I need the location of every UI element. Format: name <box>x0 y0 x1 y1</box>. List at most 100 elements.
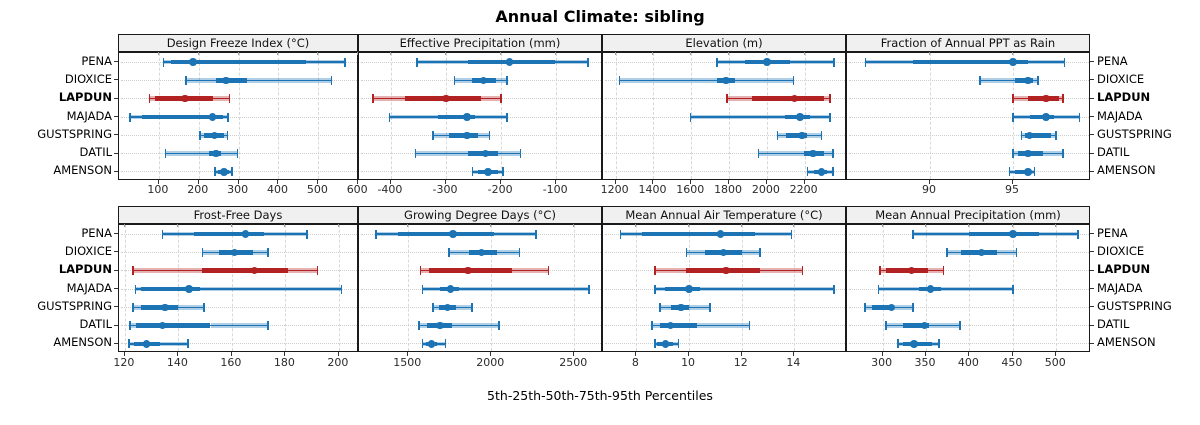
band-5-25 <box>758 151 804 156</box>
x-gridline <box>741 225 743 351</box>
whisker-cap-5th <box>864 302 866 312</box>
whisker-cap-5th <box>979 75 981 85</box>
row-guide-line <box>849 325 1089 327</box>
whisker-cap-95th <box>340 284 343 294</box>
whisker-cap-95th <box>1078 112 1081 122</box>
row-guide-line <box>849 270 1089 272</box>
x-tick-mark <box>500 180 502 184</box>
band-75-95 <box>455 305 473 310</box>
row-guide-line <box>121 116 357 118</box>
median-dot <box>926 285 935 293</box>
y-tick-mark <box>1090 269 1094 271</box>
band-5-25 <box>654 268 687 273</box>
band-5-25 <box>448 250 469 255</box>
band-75-95 <box>288 268 318 273</box>
y-tick-mark <box>114 251 118 253</box>
median-dot <box>666 321 675 330</box>
interquartile-bar-25-75 <box>140 286 200 292</box>
site-label-right-lapdun: LAPDUN <box>1097 262 1151 277</box>
whisker-cap-95th <box>203 302 205 312</box>
whisker-cap-5th <box>421 339 424 349</box>
site-label-right-dioxice: DIOXICE <box>1097 71 1145 86</box>
band-5-25 <box>878 286 920 292</box>
whisker-cap-95th <box>942 266 945 276</box>
median-dot <box>189 58 197 66</box>
x-tick-mark <box>445 180 447 184</box>
x-tick-mark <box>740 352 742 356</box>
x-gridline <box>794 225 796 351</box>
band-75-95 <box>481 96 502 101</box>
band-75-95 <box>159 341 188 347</box>
whisker-cap-95th <box>316 266 319 276</box>
median-dot <box>716 230 725 238</box>
median-dot <box>1025 131 1034 140</box>
whisker-cap-95th <box>519 149 522 159</box>
whisker-cap-95th <box>588 284 590 294</box>
median-dot <box>1009 58 1017 66</box>
whisker-cap-5th <box>421 284 424 294</box>
band-75-95 <box>1031 169 1035 175</box>
band-5-25 <box>1009 169 1015 175</box>
whisker-range-5-95 <box>652 324 750 327</box>
whisker-cap-95th <box>187 339 189 349</box>
whisker-cap-5th <box>618 75 621 85</box>
x-tick-label: 2000 <box>476 356 505 369</box>
interquartile-bar-25-75 <box>751 96 824 101</box>
interquartile-bar-25-75 <box>194 231 264 237</box>
x-tick-mark <box>1011 352 1013 356</box>
x-tick-mark <box>765 180 767 184</box>
median-dot <box>1024 149 1032 158</box>
y-tick-mark <box>114 324 118 326</box>
band-75-95 <box>929 323 960 328</box>
band-5-25 <box>716 59 746 65</box>
band-75-95 <box>823 151 833 156</box>
x-tick-mark <box>925 352 927 356</box>
x-tick-label: 8 <box>631 356 639 369</box>
whisker-cap-5th <box>199 130 201 140</box>
band-5-25 <box>912 231 970 237</box>
row-guide-line <box>605 134 845 136</box>
panel-plot-area <box>846 224 1090 352</box>
whisker-cap-95th <box>790 229 793 239</box>
x-gridline <box>691 53 693 179</box>
whisker-cap-95th <box>748 321 751 331</box>
whisker-cap-5th <box>448 247 450 257</box>
median-dot <box>208 113 217 121</box>
band-75-95 <box>223 114 228 120</box>
y-tick-mark <box>1090 251 1094 253</box>
whisker-cap-5th <box>757 149 760 159</box>
median-dot <box>1042 113 1050 121</box>
median-dot <box>464 266 472 275</box>
whisker-cap-5th <box>1008 167 1011 177</box>
y-tick-mark <box>114 269 118 271</box>
median-dot <box>977 248 986 257</box>
band-75-95 <box>696 323 750 328</box>
x-gridline <box>285 225 287 351</box>
band-75-95 <box>754 231 792 237</box>
x-gridline <box>615 53 617 179</box>
panel-strip-label: Frost-Free Days <box>193 208 283 222</box>
whisker-cap-5th <box>659 302 661 312</box>
whisker-cap-5th <box>1012 149 1014 159</box>
median-dot <box>479 76 488 85</box>
site-label-right-amenson: AMENSON <box>1097 335 1156 350</box>
whisker-cap-5th <box>453 75 456 85</box>
median-dot <box>477 248 486 257</box>
band-75-95 <box>229 169 232 175</box>
x-tick-mark-top <box>337 224 339 227</box>
median-dot <box>661 340 670 348</box>
band-5-25 <box>130 323 136 328</box>
x-tick-mark-top <box>803 52 805 55</box>
band-75-95 <box>474 114 508 120</box>
site-label-left-majada: MAJADA <box>66 280 112 295</box>
whisker-cap-5th <box>912 229 914 239</box>
x-tick-mark <box>928 180 930 184</box>
band-5-25 <box>620 231 642 237</box>
whisker-cap-95th <box>1015 247 1018 257</box>
whisker-range-5-95 <box>422 288 590 290</box>
band-75-95 <box>199 286 342 292</box>
x-gridline <box>653 53 655 179</box>
whisker-cap-95th <box>498 321 500 331</box>
whisker-cap-95th <box>1063 57 1066 67</box>
band-5-25 <box>185 78 216 83</box>
